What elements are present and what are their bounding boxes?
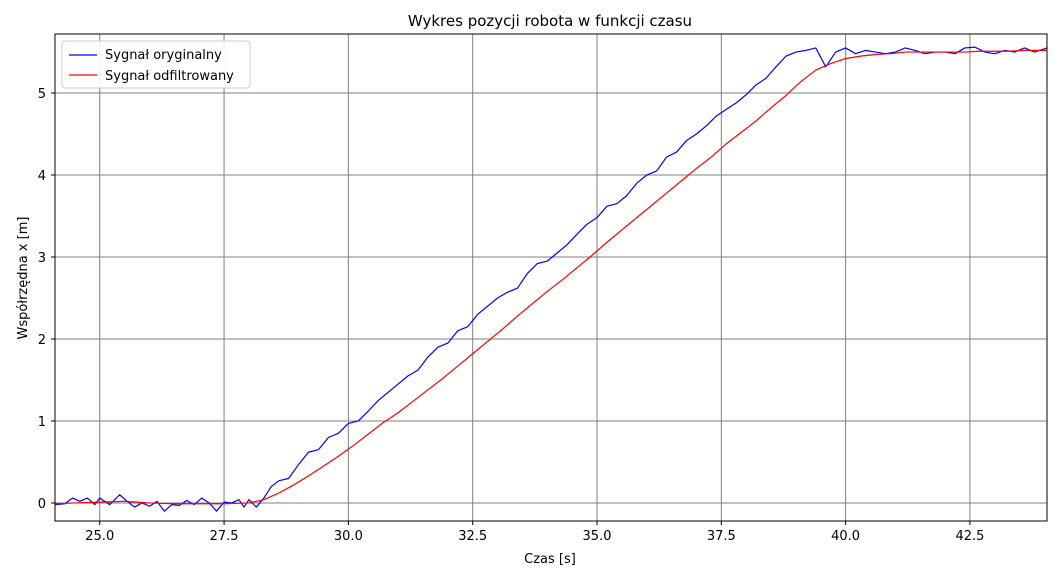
x-axis-label: Czas [s] (524, 552, 576, 567)
y-tick-label: 3 (38, 251, 46, 266)
series-line-filtered (54, 49, 1047, 505)
x-tick-label: 42.5 (955, 529, 984, 544)
legend-label-original: Sygnał oryginalny (105, 48, 222, 63)
y-tick-label: 0 (38, 497, 46, 512)
x-tick-label: 27.5 (210, 529, 239, 544)
x-tick-label: 32.5 (458, 529, 487, 544)
y-axis-label: Współrzędna x [m] (16, 217, 31, 340)
series-layer (54, 46, 1048, 512)
y-axis-ticks: 0 1 2 3 4 5 (38, 87, 55, 512)
plot-frame (54, 33, 1048, 522)
y-tick-label: 1 (38, 415, 46, 430)
legend: Sygnał oryginalny Sygnał odfiltrowany (61, 40, 251, 89)
grid-lines (55, 34, 1047, 521)
x-tick-label: 40.0 (831, 529, 860, 544)
x-tick-label: 30.0 (334, 529, 363, 544)
chart-title: Wykres pozycji robota w funkcji czasu (408, 12, 692, 30)
y-tick-label: 4 (38, 169, 46, 184)
legend-box (61, 40, 251, 89)
x-axis-ticks: 25.0 27.5 30.0 32.5 35.0 37.5 40.0 42.5 (85, 521, 984, 544)
x-tick-label: 35.0 (583, 529, 612, 544)
series-line-original (54, 46, 1048, 512)
legend-label-filtered: Sygnał odfiltrowany (105, 69, 234, 84)
x-tick-label: 25.0 (85, 529, 114, 544)
y-tick-label: 5 (38, 87, 46, 102)
x-tick-label: 37.5 (707, 529, 736, 544)
y-tick-label: 2 (38, 333, 46, 348)
